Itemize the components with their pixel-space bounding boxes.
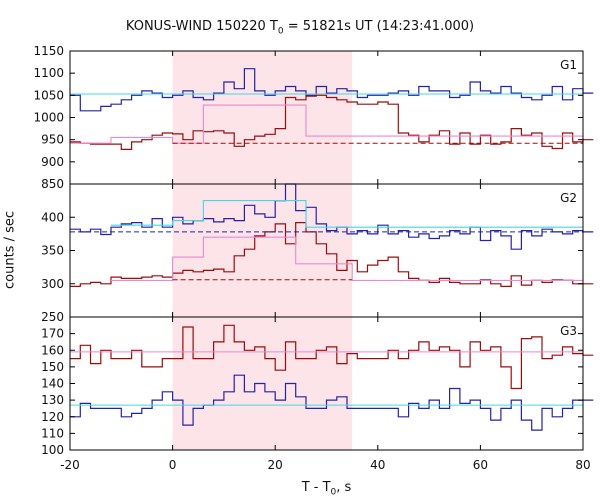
y-tick-label: 110 <box>41 426 64 440</box>
series-g2-red-step <box>70 222 594 287</box>
panel-g1: 850 900 950 1000 1050 1100 1150 G1 <box>33 44 594 191</box>
y-tick-label: 100 <box>41 443 64 457</box>
y-axis-label: counts / sec <box>2 210 18 290</box>
x-tick-label: 20 <box>268 458 283 472</box>
highlight-interval <box>172 51 353 450</box>
panel-label: G1 <box>560 58 577 72</box>
title-text: KONUS-WIND 150220 T <box>125 19 278 34</box>
series-g2-pink-profile <box>111 236 583 281</box>
xlabel-text: T - T <box>301 480 331 495</box>
panel-g3: 100 110 120 130 140 150 160 170 G3 <box>41 316 594 457</box>
y-tick-label: 130 <box>41 393 64 407</box>
y-tick-label: 150 <box>41 360 64 374</box>
series-g1-blue-step <box>70 68 594 112</box>
title-subscript: 0 <box>277 26 284 37</box>
y-tick-label: 1000 <box>33 111 64 125</box>
y-tick-label: 850 <box>41 177 64 191</box>
y-tick-label: 250 <box>41 310 64 324</box>
series-g2-cyan-profile <box>111 200 583 228</box>
x-tick-label: 0 <box>169 458 177 472</box>
y-tick-label: 1100 <box>33 66 64 80</box>
y-tick-label: 170 <box>41 327 64 341</box>
x-tick-label: 40 <box>370 458 385 472</box>
y-tick-label: 1050 <box>33 88 64 102</box>
y-tick-label: 120 <box>41 410 64 424</box>
panel-label: G2 <box>560 191 577 205</box>
xlabel-subscript: 0 <box>330 487 337 498</box>
title-rest: = 51821s UT (14:23:41.000) <box>283 19 475 34</box>
series-g1-red-step <box>70 94 594 150</box>
panel-label: G3 <box>560 324 577 338</box>
panel-g2: 250 300 350 400 G2 <box>41 183 594 324</box>
x-tick-label: -20 <box>60 458 80 472</box>
series-g3-red-step <box>70 324 594 390</box>
x-tick-label: 80 <box>575 458 590 472</box>
x-tick-label: 60 <box>473 458 488 472</box>
y-tick-label: 900 <box>41 155 64 169</box>
series-g2-blue-step <box>70 183 594 250</box>
y-tick-label: 140 <box>41 377 64 391</box>
x-axis-label: T - T0, s <box>70 480 583 498</box>
y-tick-label: 300 <box>41 277 64 291</box>
xlabel-rest: , s <box>336 480 352 495</box>
y-tick-label: 1150 <box>33 44 64 58</box>
series-g3-blue-step <box>70 374 594 431</box>
chart-title: KONUS-WIND 150220 T0 = 51821s UT (14:23:… <box>0 19 600 37</box>
y-tick-label: 950 <box>41 133 64 147</box>
y-tick-label: 400 <box>41 210 64 224</box>
y-tick-label: 160 <box>41 343 64 357</box>
series-g1-pink-profile <box>70 104 583 144</box>
y-tick-label: 350 <box>41 244 64 258</box>
